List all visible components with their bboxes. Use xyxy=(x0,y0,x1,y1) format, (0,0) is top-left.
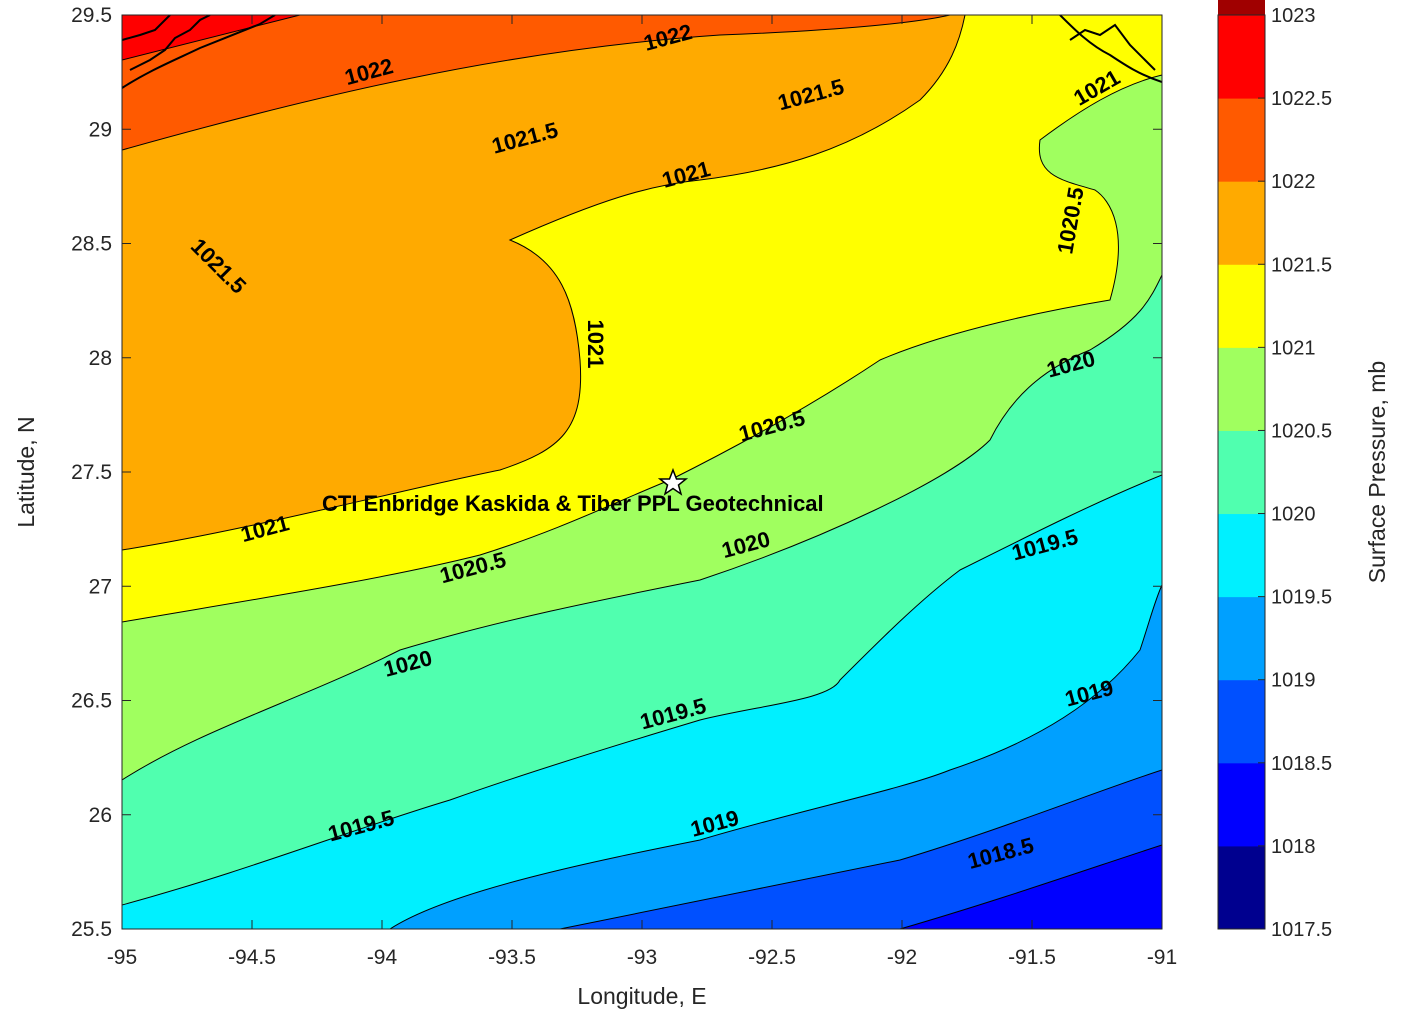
contour-label: 1021 xyxy=(583,320,608,369)
y-tick-label: 27 xyxy=(89,575,112,598)
colorbar-tick-label: 1017.5 xyxy=(1271,919,1332,941)
coastline-louisiana xyxy=(1059,15,1162,83)
x-tick-label: -91.5 xyxy=(1008,946,1056,969)
x-tick-label: -93.5 xyxy=(488,946,536,969)
colorbar-tick-label: 1022 xyxy=(1271,171,1316,193)
coastline-texas xyxy=(122,15,276,89)
colorbar-tick-label: 1020.5 xyxy=(1271,420,1332,442)
colorbar-swatch xyxy=(1218,762,1265,847)
colorbar-swatch xyxy=(1218,347,1265,431)
colorbar-swatch xyxy=(1218,596,1265,681)
y-tick-label: 28.5 xyxy=(71,233,112,256)
colorbar-swatch xyxy=(1218,181,1265,265)
colorbar-label: Surface Pressure, mb xyxy=(1364,361,1390,583)
x-tick-label: -92 xyxy=(887,946,917,969)
colorbar-swatch xyxy=(1218,264,1265,348)
x-tick-label: -94.5 xyxy=(228,946,276,969)
colorbar-tick-label: 1019.5 xyxy=(1271,587,1332,609)
colorbar-swatch xyxy=(1218,513,1265,598)
site-star-icon xyxy=(657,467,689,496)
y-tick-label: 27.5 xyxy=(71,461,112,484)
x-axis: -95 -94.5 -94 -93.5 -93 -92.5 -92 -91.5 -91 xyxy=(107,15,1177,969)
colorbar-tick-label: 1022.5 xyxy=(1271,88,1332,110)
pressure-band-1018-1018.5 xyxy=(559,769,1162,929)
x-tick-label: -95 xyxy=(107,946,137,969)
x-tick-label: -94 xyxy=(367,946,398,969)
pressure-band-1017.5-1018 xyxy=(899,844,1162,929)
colorbar-tick-label: 1018 xyxy=(1271,836,1316,858)
y-tick-label: 25.5 xyxy=(71,918,112,941)
x-tick-label: -92.5 xyxy=(748,946,796,969)
y-tick-label: 28 xyxy=(89,347,112,370)
colorbar-swatch xyxy=(1218,430,1265,515)
x-tick-label: -91 xyxy=(1147,946,1177,969)
plot-area: 102210221021.51021.51021.510211021102110… xyxy=(122,15,1162,929)
colorbar-swatch xyxy=(1218,845,1265,930)
y-tick-label: 26.5 xyxy=(71,690,112,713)
colorbar-tick-label: 1019 xyxy=(1271,670,1316,692)
colorbar-tick-label: 1021 xyxy=(1271,337,1316,359)
y-axis: 25.5 26 26.5 27 27.5 28 28.5 29 29.5 xyxy=(71,4,1162,941)
y-tick-label: 29.5 xyxy=(71,4,112,27)
y-axis-label: Latitude, N xyxy=(13,416,39,527)
colorbar-tick-label: 1020 xyxy=(1271,504,1316,526)
colorbar-tick-label: 1023 xyxy=(1271,5,1316,27)
site-label: CTI Enbridge Kaskida & Tiber PPL Geotech… xyxy=(322,491,824,516)
colorbar-swatch xyxy=(1218,679,1265,764)
pressure-band-1018.5-1019 xyxy=(122,584,1162,929)
x-tick-label: -93 xyxy=(627,946,657,969)
colorbar-frame xyxy=(1217,14,1266,930)
x-axis-label: Longitude, E xyxy=(577,983,706,1009)
y-tick-label: 26 xyxy=(89,804,112,827)
y-tick-label: 29 xyxy=(89,118,112,141)
colorbar-swatch xyxy=(1218,0,1265,16)
colorbar-swatch xyxy=(1218,15,1265,99)
colorbar-tick-label: 1021.5 xyxy=(1271,254,1332,276)
colorbar-tick-label: 1018.5 xyxy=(1271,753,1332,775)
colorbar: 1017.5 1018 1018.5 1019 1019.5 1020 1020.5 1021… xyxy=(1217,0,1332,941)
colorbar-swatch xyxy=(1218,98,1265,182)
